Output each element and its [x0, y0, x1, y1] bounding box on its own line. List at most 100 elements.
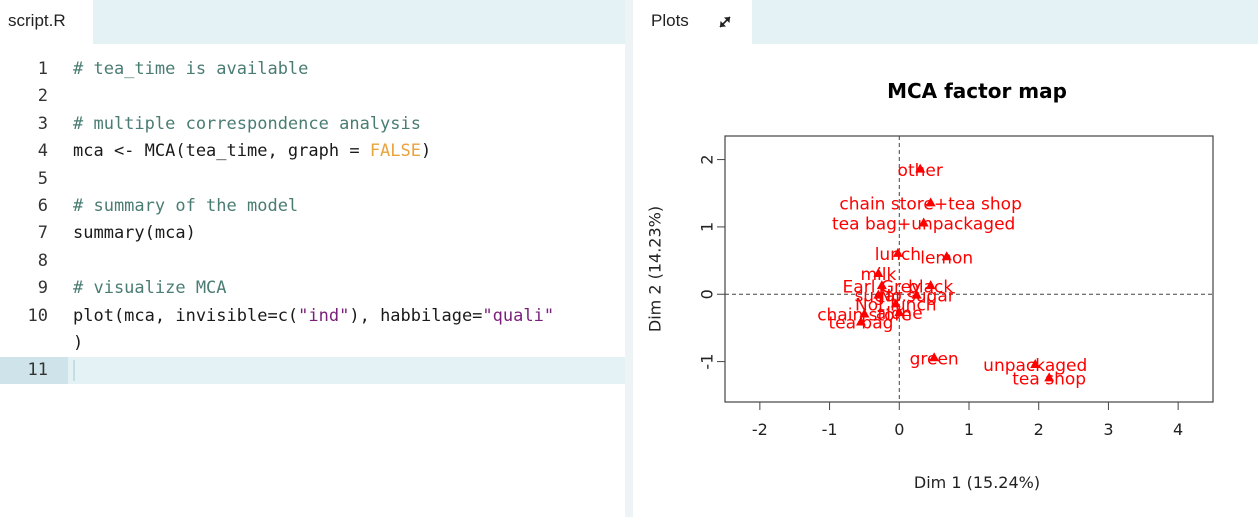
code-token: "ind" — [298, 305, 350, 326]
y-tick-label: -1 — [698, 354, 717, 370]
code-token: # tea_time is available — [73, 59, 309, 79]
data-point — [915, 163, 926, 173]
line-code: ) — [73, 330, 83, 357]
code-line[interactable]: 10 plot(mca, invisible=c("ind"), habbilag… — [0, 303, 625, 330]
code-line[interactable]: 1 # tea_time is available — [0, 56, 625, 83]
code-line[interactable]: 3 # multiple correspondence analysis — [0, 111, 625, 138]
point-label: tea bag+unpackaged — [832, 215, 1015, 235]
data-point — [873, 268, 884, 278]
line-code: # visualize MCA — [73, 275, 227, 302]
expand-icon[interactable] — [715, 12, 735, 32]
line-code: # tea_time is available — [73, 56, 308, 83]
code-editor[interactable]: 1 # tea_time is available 2 3 # multiple cor… — [0, 56, 625, 385]
point-label: tea shop — [1012, 370, 1086, 390]
text-cursor — [73, 360, 75, 381]
line-code: mca <- MCA(tea_time, graph = FALSE) — [73, 138, 431, 165]
point-label: lemon — [920, 248, 973, 268]
line-code: summary(mca) — [73, 220, 196, 247]
line-number: 8 — [37, 250, 48, 271]
code-token: mca <- MCA(tea_time, graph = — [73, 141, 370, 162]
code-token: # visualize MCA — [73, 278, 227, 299]
line-number: 2 — [37, 86, 48, 107]
point-label: sugar — [854, 287, 902, 307]
code-token: ) — [73, 332, 84, 353]
point-label: chain store+tea shop — [839, 194, 1021, 214]
point-label: milk — [860, 265, 896, 285]
mca-factor-map-chart: MCA factor map -2 -1 0 1 2 3 4 -1 0 1 2 Dim 1 (15.24… — [646, 79, 1214, 492]
code-token: # multiple correspondence analysis — [73, 113, 421, 134]
plots-tab-bar: Plots — [633, 0, 1258, 44]
data-point — [855, 316, 866, 326]
point-label: green — [910, 349, 959, 369]
code-token: ) — [421, 141, 432, 162]
line-number: 5 — [37, 168, 48, 189]
y-tick-label: 2 — [698, 154, 717, 164]
point-label: lunch — [875, 245, 921, 265]
code-line[interactable]: 7 summary(mca) — [0, 220, 625, 247]
plots-pane: Plots MCA factor map -2 -1 0 1 2 3 4 -1 0 1 2 Dim 1 … — [633, 0, 1258, 517]
point-label: black — [908, 277, 953, 297]
code-line[interactable]: 5 — [0, 166, 625, 193]
data-point — [894, 307, 905, 317]
data-point — [1044, 372, 1055, 382]
point-label: other — [898, 161, 943, 181]
x-axis-label: Dim 1 (15.24%) — [914, 473, 1040, 492]
data-point — [876, 280, 887, 290]
code-line[interactable]: 11 — [0, 357, 625, 384]
plot-frame — [724, 135, 1214, 403]
x-tick-label: 2 — [1034, 420, 1044, 439]
x-tick-label: 0 — [894, 420, 904, 439]
code-line[interactable]: 8 — [0, 248, 625, 275]
editor-tab-script[interactable]: script.R — [0, 0, 93, 44]
line-code: # summary of the model — [73, 193, 298, 220]
point-label: Earl Grey — [843, 277, 922, 297]
data-point — [890, 298, 901, 308]
code-line[interactable]: 2 — [0, 83, 625, 110]
x-tick-label: 4 — [1173, 420, 1183, 439]
data-point — [1030, 358, 1041, 368]
point-label: unpackaged — [983, 356, 1087, 376]
y-tick-label: 1 — [698, 222, 717, 232]
data-point — [859, 308, 870, 318]
code-token: ), habbilage= — [349, 305, 483, 326]
point-label: No.sugar — [879, 287, 955, 307]
x-tick-label: 1 — [964, 420, 974, 439]
x-tick-label: -2 — [752, 420, 768, 439]
point-label: tea bag — [828, 314, 893, 334]
y-axis-label: Dim 2 (14.23%) — [646, 206, 665, 332]
x-tick-label: -1 — [822, 420, 838, 439]
data-point — [925, 280, 936, 290]
plots-tab[interactable]: Plots — [633, 0, 752, 44]
editor-pane: script.R 1 # tea_time is available 2 3 # mul… — [0, 0, 625, 517]
code-token: summary(mca) — [73, 223, 196, 244]
code-line[interactable]: 4 mca <- MCA(tea_time, graph = FALSE) — [0, 138, 625, 165]
plots-tab-label: Plots — [651, 11, 689, 30]
data-point — [918, 217, 929, 227]
line-number: 3 — [37, 113, 48, 134]
code-token: # summary of the model — [73, 195, 299, 216]
code-token: FALSE — [369, 141, 421, 162]
line-number: 10 — [27, 305, 48, 326]
data-point — [941, 251, 952, 261]
point-label: Not.lunch — [855, 295, 937, 315]
y-tick-label: 0 — [698, 289, 717, 299]
active-line-gutter — [0, 357, 68, 384]
line-number: 4 — [37, 141, 48, 162]
pane-splitter[interactable] — [625, 0, 633, 517]
x-tick-label: 3 — [1103, 420, 1113, 439]
point-label: chain store — [817, 306, 911, 326]
line-number: 11 — [27, 360, 48, 381]
line-number: 9 — [37, 278, 48, 299]
code-token: "quali" — [482, 305, 555, 326]
code-line[interactable]: ) — [0, 330, 625, 357]
line-number: 7 — [37, 223, 48, 244]
editor-tab-bar: script.R — [0, 0, 625, 44]
line-number: 1 — [37, 59, 48, 79]
data-point — [873, 289, 884, 299]
data-point — [911, 289, 922, 299]
line-code: plot(mca, invisible=c("ind"), habbilage=… — [73, 303, 554, 330]
code-line[interactable]: 9 # visualize MCA — [0, 275, 625, 302]
code-line[interactable]: 6 # summary of the model — [0, 193, 625, 220]
line-code: # multiple correspondence analysis — [73, 111, 421, 138]
data-point — [929, 352, 940, 362]
